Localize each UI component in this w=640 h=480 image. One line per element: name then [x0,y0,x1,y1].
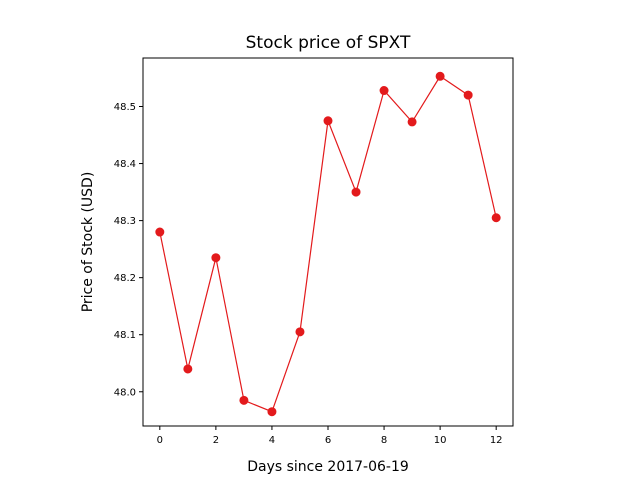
data-point [324,117,332,125]
data-point [212,254,220,262]
x-tick-label: 0 [157,435,163,446]
data-point [492,214,500,222]
data-point [436,72,444,80]
y-tick-label: 48.0 [114,387,136,398]
data-point [296,328,304,336]
x-tick-label: 4 [269,435,275,446]
y-tick-label: 48.3 [114,216,136,227]
y-tick-label: 48.1 [114,330,136,341]
x-tick-label: 2 [213,435,219,446]
series-line [160,76,496,411]
y-axis-label: Price of Stock (USD) [80,172,96,313]
x-tick-label: 6 [325,435,331,446]
y-tick-label: 48.4 [114,159,136,170]
x-tick-label: 10 [434,435,447,446]
data-point [352,188,360,196]
series-layer [156,72,500,415]
data-point [268,408,276,416]
data-point [408,118,416,126]
y-tick-label: 48.2 [114,273,136,284]
x-tick-label: 8 [381,435,387,446]
x-axis-label: Days since 2017-06-19 [247,459,409,475]
chart-title: Stock price of SPXT [246,33,411,53]
data-point [184,365,192,373]
plot-frame [143,58,513,426]
data-point [240,396,248,404]
data-point [380,87,388,95]
x-tick-label: 12 [490,435,503,446]
data-point [464,91,472,99]
data-point [156,228,164,236]
y-tick-label: 48.5 [114,102,136,113]
